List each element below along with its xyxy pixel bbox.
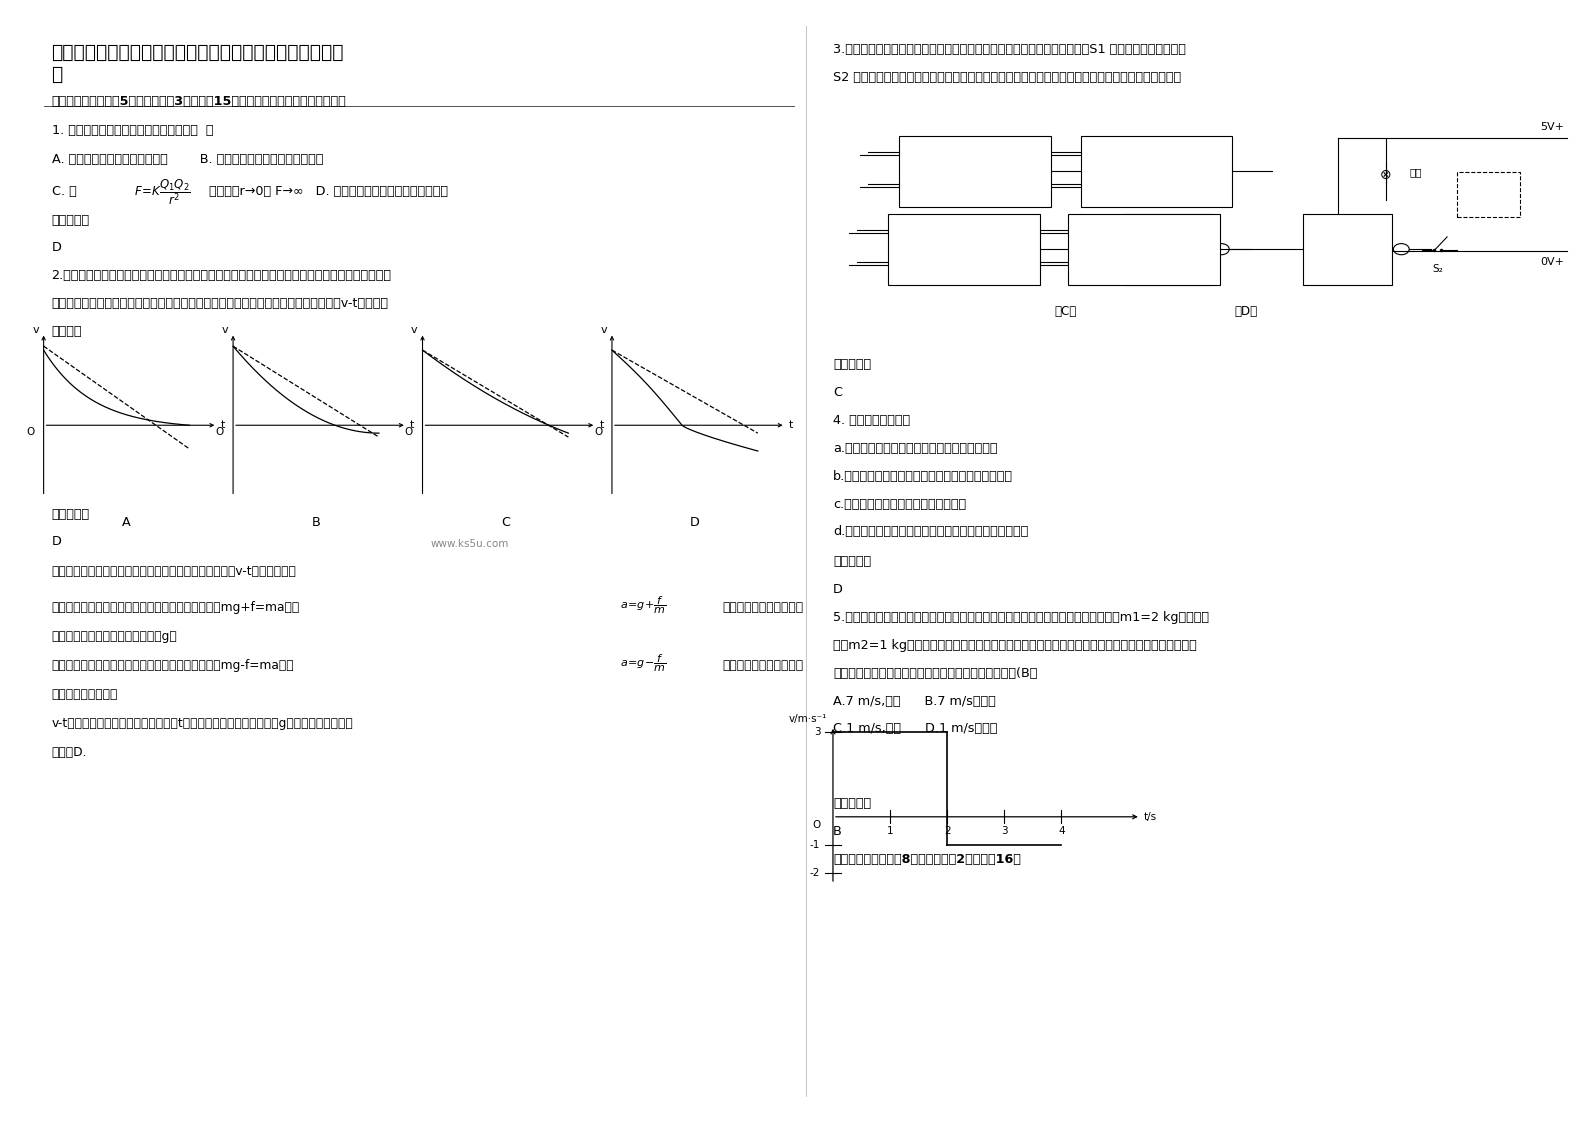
- FancyBboxPatch shape: [1457, 173, 1520, 217]
- FancyBboxPatch shape: [889, 213, 1039, 285]
- Text: C.1 m/s,向左      D.1 m/s，向右: C.1 m/s,向左 D.1 m/s，向右: [833, 723, 997, 736]
- Text: O: O: [25, 427, 35, 438]
- Text: S₂: S₂: [1431, 264, 1443, 274]
- Text: 碰后粘在一起，则碰撞前乙球速度的大小和方向分别为(B）: 碰后粘在一起，则碰撞前乙球速度的大小和方向分别为(B）: [833, 666, 1038, 680]
- Text: a.两个接触在一起的固体间不可能发生扩散现象: a.两个接触在一起的固体间不可能发生扩散现象: [833, 442, 998, 454]
- Text: B: B: [833, 825, 841, 838]
- Text: 有空气阻力时，上升阶段，根据牛顿第二定律，有：mg+f=ma，故: 有空气阻力时，上升阶段，根据牛顿第二定律，有：mg+f=ma，故: [51, 601, 300, 614]
- Text: d.无论今后科技发展到什么程度，都不可能达到绝对零度: d.无论今后科技发展到什么程度，都不可能达到绝对零度: [833, 525, 1028, 539]
- Text: 正确的是: 正确的是: [51, 325, 83, 338]
- Text: 参考答案：: 参考答案：: [833, 797, 871, 810]
- Text: 参考答案：: 参考答案：: [51, 507, 89, 521]
- Text: v: v: [222, 325, 229, 334]
- Text: A: A: [122, 516, 130, 530]
- Text: ，由于阻力随着速度而增: ，由于阻力随着速度而增: [722, 659, 803, 672]
- Text: t: t: [600, 421, 603, 430]
- Text: 四川省达州市开江县讲治中学高三物理上学期期末试题含解: 四川省达州市开江县讲治中学高三物理上学期期末试题含解: [51, 43, 344, 62]
- Text: $a\!=\!g\!+\!\dfrac{f}{m}$: $a\!=\!g\!+\!\dfrac{f}{m}$: [621, 595, 667, 616]
- Text: 红灯: 红灯: [1409, 167, 1422, 177]
- Text: 另一个物体所受空气阻力大小与物体速率成正比。下列用虚线和实线描述两物体运动的v-t图象可能: 另一个物体所受空气阻力大小与物体速率成正比。下列用虚线和实线描述两物体运动的v-…: [51, 297, 389, 310]
- Text: 故选：D.: 故选：D.: [51, 746, 87, 758]
- Text: 1: 1: [887, 826, 893, 836]
- Text: b.布朗运动指的是悬浮在液体里的花粉中的分子运动: b.布朗运动指的是悬浮在液体里的花粉中的分子运动: [833, 470, 1013, 482]
- Text: -1: -1: [809, 840, 820, 850]
- Text: C: C: [833, 386, 843, 399]
- Text: 析: 析: [51, 65, 63, 84]
- Text: t/s: t/s: [1144, 812, 1157, 821]
- Text: 4: 4: [1059, 826, 1065, 836]
- Text: （A）: （A）: [963, 227, 986, 240]
- Text: 二、填空题：本题共8小题，每小题2分，共计16分: 二、填空题：本题共8小题，每小题2分，共计16分: [833, 853, 1020, 866]
- Text: v/m·s⁻¹: v/m·s⁻¹: [789, 714, 827, 724]
- Text: 0V+: 0V+: [1539, 257, 1563, 267]
- Text: ，由于阻力随着速度而减: ，由于阻力随着速度而减: [722, 601, 803, 614]
- Text: v: v: [411, 325, 417, 334]
- Text: O: O: [813, 820, 820, 830]
- Text: 5V+: 5V+: [1539, 122, 1563, 132]
- Text: t: t: [221, 421, 225, 430]
- Text: ⊗: ⊗: [1379, 167, 1392, 182]
- Text: A.7 m/s,向右      B.7 m/s，向左: A.7 m/s,向右 B.7 m/s，向左: [833, 695, 995, 708]
- Text: C: C: [501, 516, 509, 530]
- Text: v: v: [600, 325, 608, 334]
- Text: t: t: [789, 421, 794, 430]
- Text: 3: 3: [1001, 826, 1008, 836]
- Text: 1: 1: [1163, 239, 1171, 252]
- Text: 可知，当r→0时 F→∞   D. 静电力常数的数值是由实验得出的: 可知，当r→0时 F→∞ D. 静电力常数的数值是由实验得出的: [209, 185, 449, 197]
- Text: C. 由: C. 由: [51, 185, 76, 197]
- Text: D: D: [51, 535, 62, 549]
- Text: S2 闭合。若要在汽车违章时进行拍摄，且摄像仪需要一定的工作电压，能实现此功能的逻辑门电路是: S2 闭合。若要在汽车违章时进行拍摄，且摄像仪需要一定的工作电压，能实现此功能的…: [833, 71, 1181, 84]
- Text: 2.（单选）以不同初速度将两个物体同时竖直向上抛出并开始计时，一个物体所受空气阻力可忽略，: 2.（单选）以不同初速度将两个物体同时竖直向上抛出并开始计时，一个物体所受空气阻…: [51, 269, 392, 283]
- Text: 小，故加速度逐渐减小，最小值为g；: 小，故加速度逐渐减小，最小值为g；: [51, 631, 178, 643]
- Text: &: &: [1152, 162, 1162, 174]
- Text: t: t: [409, 421, 414, 430]
- Text: $F\!=\!K\dfrac{Q_1Q_2}{r^2}$: $F\!=\!K\dfrac{Q_1Q_2}{r^2}$: [133, 177, 190, 206]
- Text: D: D: [833, 583, 843, 596]
- Text: &: &: [1139, 239, 1149, 252]
- Text: O: O: [405, 427, 413, 438]
- Text: 3.（单选）模拟交通路口拍摄闯红灯的电路如图所示，当汽车通过路口时，S1 闭合；当红灯亮起时，: 3.（单选）模拟交通路口拍摄闯红灯的电路如图所示，当汽车通过路口时，S1 闭合；…: [833, 43, 1185, 56]
- Text: 一、选择题：本题共5小题，每小题3分，共计15分。每小题只有一个选项符合题意: 一、选择题：本题共5小题，每小题3分，共计15分。每小题只有一个选项符合题意: [51, 95, 346, 109]
- Text: （D）: （D）: [1235, 305, 1257, 318]
- Text: ≥1: ≥1: [955, 239, 973, 252]
- Text: S₁: S₁: [1370, 264, 1379, 274]
- Text: 参考答案：: 参考答案：: [833, 555, 871, 569]
- Text: 3: 3: [814, 727, 820, 737]
- Text: 参考答案：: 参考答案：: [833, 358, 871, 371]
- Text: 1. 关于库仑定律，下列说法中正确的是（  ）: 1. 关于库仑定律，下列说法中正确的是（ ）: [51, 125, 213, 137]
- Text: O: O: [594, 427, 603, 438]
- Text: $a\!=\!g\!-\!\dfrac{f}{m}$: $a\!=\!g\!-\!\dfrac{f}{m}$: [621, 652, 667, 674]
- FancyBboxPatch shape: [900, 136, 1051, 206]
- Text: www.ks5u.com: www.ks5u.com: [430, 539, 509, 549]
- Text: -2: -2: [809, 868, 820, 879]
- FancyBboxPatch shape: [1081, 136, 1233, 206]
- Text: 1: 1: [1344, 239, 1352, 252]
- FancyBboxPatch shape: [1303, 213, 1392, 285]
- Text: v: v: [32, 325, 40, 334]
- Text: A. 点电荷就是体积很小的带电体        B. 点电荷就是带电量很少的带电体: A. 点电荷就是体积很小的带电体 B. 点电荷就是带电量很少的带电体: [51, 154, 322, 166]
- Text: 质量m2=1 kg，规定向右为正方向，碰撞前后甲球的速度随时间变化情况如图所示。已知两球发生正: 质量m2=1 kg，规定向右为正方向，碰撞前后甲球的速度随时间变化情况如图所示。…: [833, 638, 1197, 652]
- Text: 参考答案：: 参考答案：: [51, 213, 89, 227]
- Text: 有空气阻力时，下降阶段，根据牛顿第二定律，有：mg-f=ma，故: 有空气阻力时，下降阶段，根据牛顿第二定律，有：mg-f=ma，故: [51, 659, 294, 672]
- Text: （B）: （B）: [1146, 227, 1168, 240]
- FancyBboxPatch shape: [1124, 213, 1212, 285]
- Text: c.温度相同的物体的分子平均速率相同: c.温度相同的物体的分子平均速率相同: [833, 497, 966, 511]
- Text: 4. 下列说法正确的是: 4. 下列说法正确的是: [833, 414, 909, 427]
- Text: B: B: [311, 516, 321, 530]
- Text: 大，故加速度减小；: 大，故加速度减小；: [51, 688, 117, 701]
- Text: D: D: [51, 241, 62, 255]
- Text: （C）: （C）: [1055, 305, 1078, 318]
- Text: D: D: [690, 516, 700, 530]
- Text: O: O: [216, 427, 224, 438]
- Text: 5.（单选）在光滑的水平面上有两个在同一直线上相向运动的小球，其中甲球的质量m1=2 kg，乙球的: 5.（单选）在光滑的水平面上有两个在同一直线上相向运动的小球，其中甲球的质量m1…: [833, 611, 1209, 624]
- Text: 解：没有空气阻力时，物体只受重力，是竖直上抛运动，v-t图象是直线；: 解：没有空气阻力时，物体只受重力，是竖直上抛运动，v-t图象是直线；: [51, 565, 297, 579]
- FancyBboxPatch shape: [1068, 213, 1220, 285]
- Text: ≥1: ≥1: [966, 162, 984, 174]
- Text: v-t图象的斜率表示加速度，故图线与t轴的交点对应时刻的加速度为g，切线与虚线平行；: v-t图象的斜率表示加速度，故图线与t轴的交点对应时刻的加速度为g，切线与虚线平…: [51, 717, 354, 730]
- Text: 摄像仪: 摄像仪: [1479, 190, 1498, 200]
- Text: 2: 2: [944, 826, 951, 836]
